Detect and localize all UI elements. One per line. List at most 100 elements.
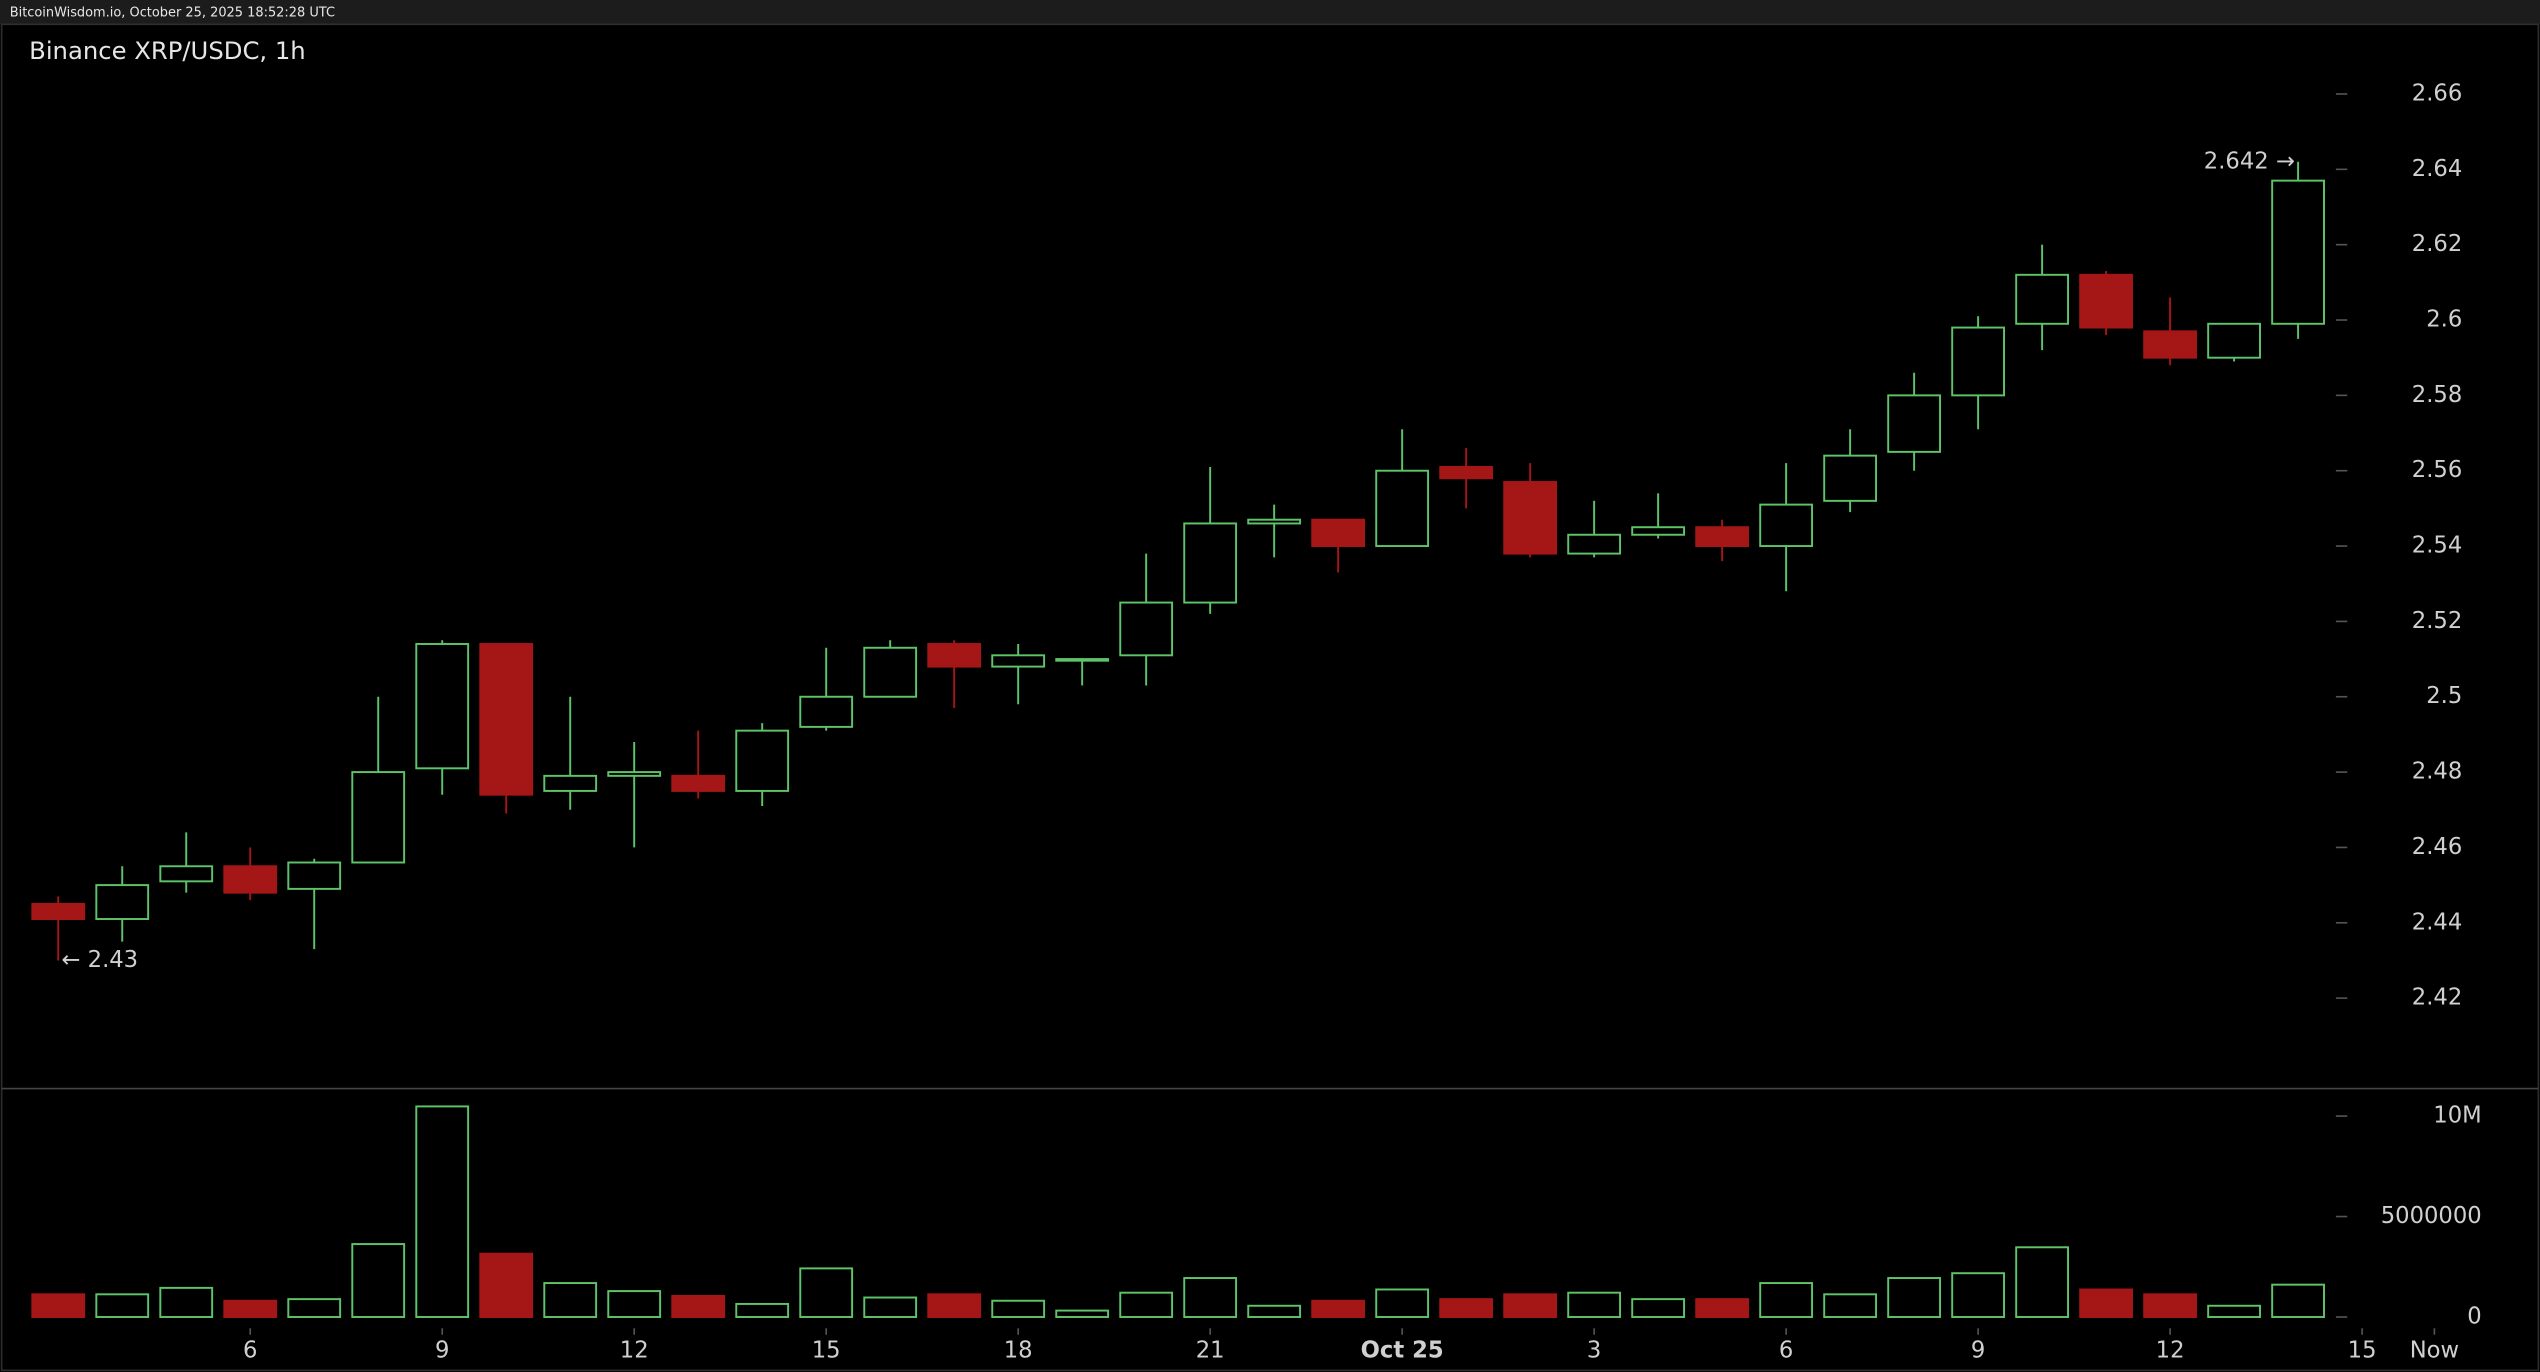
volume-tick-label: 5000000	[2381, 1203, 2482, 1229]
candle-body	[351, 771, 406, 864]
x-tick-label: 9	[435, 1337, 449, 1363]
volume-bar	[351, 1243, 406, 1318]
candle-body	[1439, 465, 1494, 480]
candle-body	[1183, 522, 1238, 604]
x-tick-label: 21	[1196, 1337, 1225, 1363]
volume-bar	[1439, 1298, 1494, 1318]
candle-body	[1375, 469, 1430, 548]
candle-body	[1567, 533, 1622, 555]
y-tick-label: 2.52	[2412, 608, 2462, 634]
volume-bar	[863, 1296, 918, 1318]
volume-bar	[31, 1293, 86, 1318]
candle-body	[2015, 273, 2070, 325]
volume-bar	[1695, 1298, 1750, 1318]
volume-bar	[1055, 1309, 1110, 1318]
candle-body	[1119, 601, 1174, 657]
volume-bar	[927, 1293, 982, 1318]
annotation: ← 2.43	[61, 947, 138, 973]
volume-bar	[2015, 1246, 2070, 1318]
candle-body	[863, 646, 918, 698]
volume-bar	[543, 1282, 598, 1318]
volume-bar	[2271, 1283, 2325, 1318]
y-tick-label: 2.62	[2412, 231, 2462, 257]
volume-bar	[1247, 1304, 1302, 1318]
x-tick-label: 18	[1004, 1337, 1033, 1363]
candle-body	[991, 654, 1046, 668]
y-tick-label: 2.58	[2412, 382, 2462, 408]
candle-body	[2079, 273, 2133, 329]
x-tick-label: Now	[2410, 1337, 2459, 1363]
candle-body	[607, 771, 662, 777]
candle-body	[735, 729, 790, 792]
volume-bar	[607, 1290, 662, 1318]
candle-body	[1759, 503, 1814, 548]
candle-body	[479, 643, 534, 796]
volume-tick-label: 0	[2467, 1304, 2481, 1330]
volume-bar	[223, 1299, 278, 1318]
volume-bar	[2143, 1293, 2197, 1318]
x-tick-label: 15	[2348, 1337, 2377, 1363]
y-tick-label: 2.5	[2426, 683, 2462, 709]
candle-body	[2143, 330, 2197, 359]
candle-body	[2207, 322, 2261, 359]
x-tick-label: 15	[812, 1337, 841, 1363]
candle-body	[287, 861, 342, 890]
volume-bar	[1119, 1291, 1174, 1318]
volume-bar	[287, 1298, 342, 1318]
y-tick-label: 2.66	[2412, 80, 2462, 106]
y-tick-label: 2.42	[2412, 985, 2462, 1011]
x-tick-label: 12	[620, 1337, 649, 1363]
volume-bar	[735, 1302, 790, 1318]
candle-body	[1631, 526, 1686, 536]
volume-bar	[991, 1299, 1046, 1318]
candle-body	[1055, 658, 1110, 662]
volume-bar	[1631, 1298, 1686, 1318]
y-tick-label: 2.46	[2412, 834, 2462, 860]
volume-bar	[2079, 1288, 2133, 1318]
candle-body	[1503, 481, 1558, 555]
candle-body	[799, 695, 854, 728]
volume-bar	[1567, 1291, 1622, 1318]
volume-bar	[1311, 1299, 1366, 1318]
plot-frame	[0, 23, 2540, 1372]
volume-bar	[1183, 1277, 1238, 1318]
candle-body	[1247, 518, 1302, 525]
candle-body	[31, 902, 86, 920]
volume-bar	[1887, 1277, 1942, 1318]
volume-bar	[95, 1293, 150, 1318]
x-tick-label: 12	[2156, 1337, 2185, 1363]
y-tick-label: 2.56	[2412, 457, 2462, 483]
volume-bar	[415, 1105, 470, 1318]
candle-body	[671, 774, 726, 792]
volume-bar	[159, 1286, 214, 1318]
candle-body	[95, 884, 150, 920]
volume-bar	[479, 1252, 534, 1318]
candle-body	[2271, 179, 2325, 325]
x-tick-label: 3	[1587, 1337, 1601, 1363]
volume-bar	[1951, 1272, 2006, 1318]
candle-body	[927, 643, 982, 668]
candle-body	[159, 865, 214, 883]
y-tick-label: 2.44	[2412, 909, 2462, 935]
candle-body	[1887, 394, 1942, 453]
x-tick-label: 6	[1779, 1337, 1793, 1363]
y-tick-label: 2.64	[2412, 156, 2462, 182]
candle-body	[223, 865, 278, 894]
y-tick-label: 2.6	[2426, 307, 2462, 333]
candle-body	[543, 774, 598, 792]
volume-bar	[671, 1294, 726, 1318]
x-tick-label: 9	[1971, 1337, 1985, 1363]
x-tick-label: Oct 25	[1361, 1337, 1444, 1363]
annotation: 2.642 →	[2204, 148, 2295, 174]
volume-tick-label: 10M	[2433, 1103, 2481, 1129]
chart-title: Binance XRP/USDC, 1h	[29, 36, 306, 65]
candle-body	[1951, 326, 2006, 397]
volume-bar	[1823, 1293, 1878, 1318]
source: BitcoinWisdom.io, October 25, 2025 18:52…	[10, 5, 335, 20]
candle-body	[415, 643, 470, 770]
volume-bar	[2207, 1304, 2261, 1318]
volume-bar	[1375, 1288, 1430, 1318]
header-bar	[0, 0, 2540, 25]
